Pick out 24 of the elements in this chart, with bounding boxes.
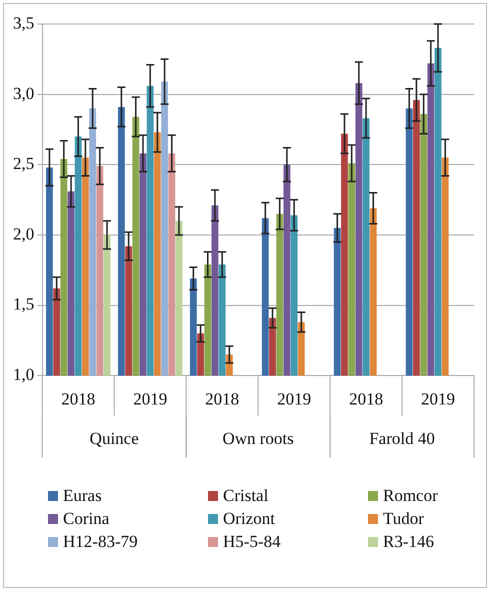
- text: Own roots: [222, 429, 294, 448]
- y-tick-label: 3,5: [13, 13, 34, 32]
- y-tick-label: 2,0: [13, 224, 34, 244]
- x-tick-label: 2019: [421, 389, 456, 408]
- legend-label: Orizont: [223, 509, 275, 529]
- legend-label: Corina: [63, 509, 110, 529]
- legend-label: Cristal: [223, 486, 268, 506]
- y-tick-label: 1,5: [13, 294, 34, 314]
- legend-label: H12-83-79: [63, 532, 138, 552]
- y-tick-label: 3,0: [13, 84, 34, 103]
- x-tick-label: 2019: [133, 389, 168, 408]
- text: Farold 40: [369, 429, 435, 448]
- x-tick-label: 2018: [205, 389, 240, 408]
- legend-label: Tudor: [383, 509, 424, 529]
- x-tick-label: 2019: [277, 389, 312, 408]
- legend-label: Romcor: [383, 486, 438, 506]
- legend-label: R3-146: [383, 532, 434, 552]
- x-tick-label: 2018: [61, 389, 96, 408]
- y-tick-label: 1,0: [13, 365, 34, 384]
- x-tick-label: 2018: [349, 389, 384, 408]
- y-tick-label: 2,5: [13, 154, 34, 174]
- legend-label: H5-5-84: [223, 532, 281, 552]
- text: Quince: [90, 429, 139, 448]
- legend-label: Euras: [63, 486, 102, 506]
